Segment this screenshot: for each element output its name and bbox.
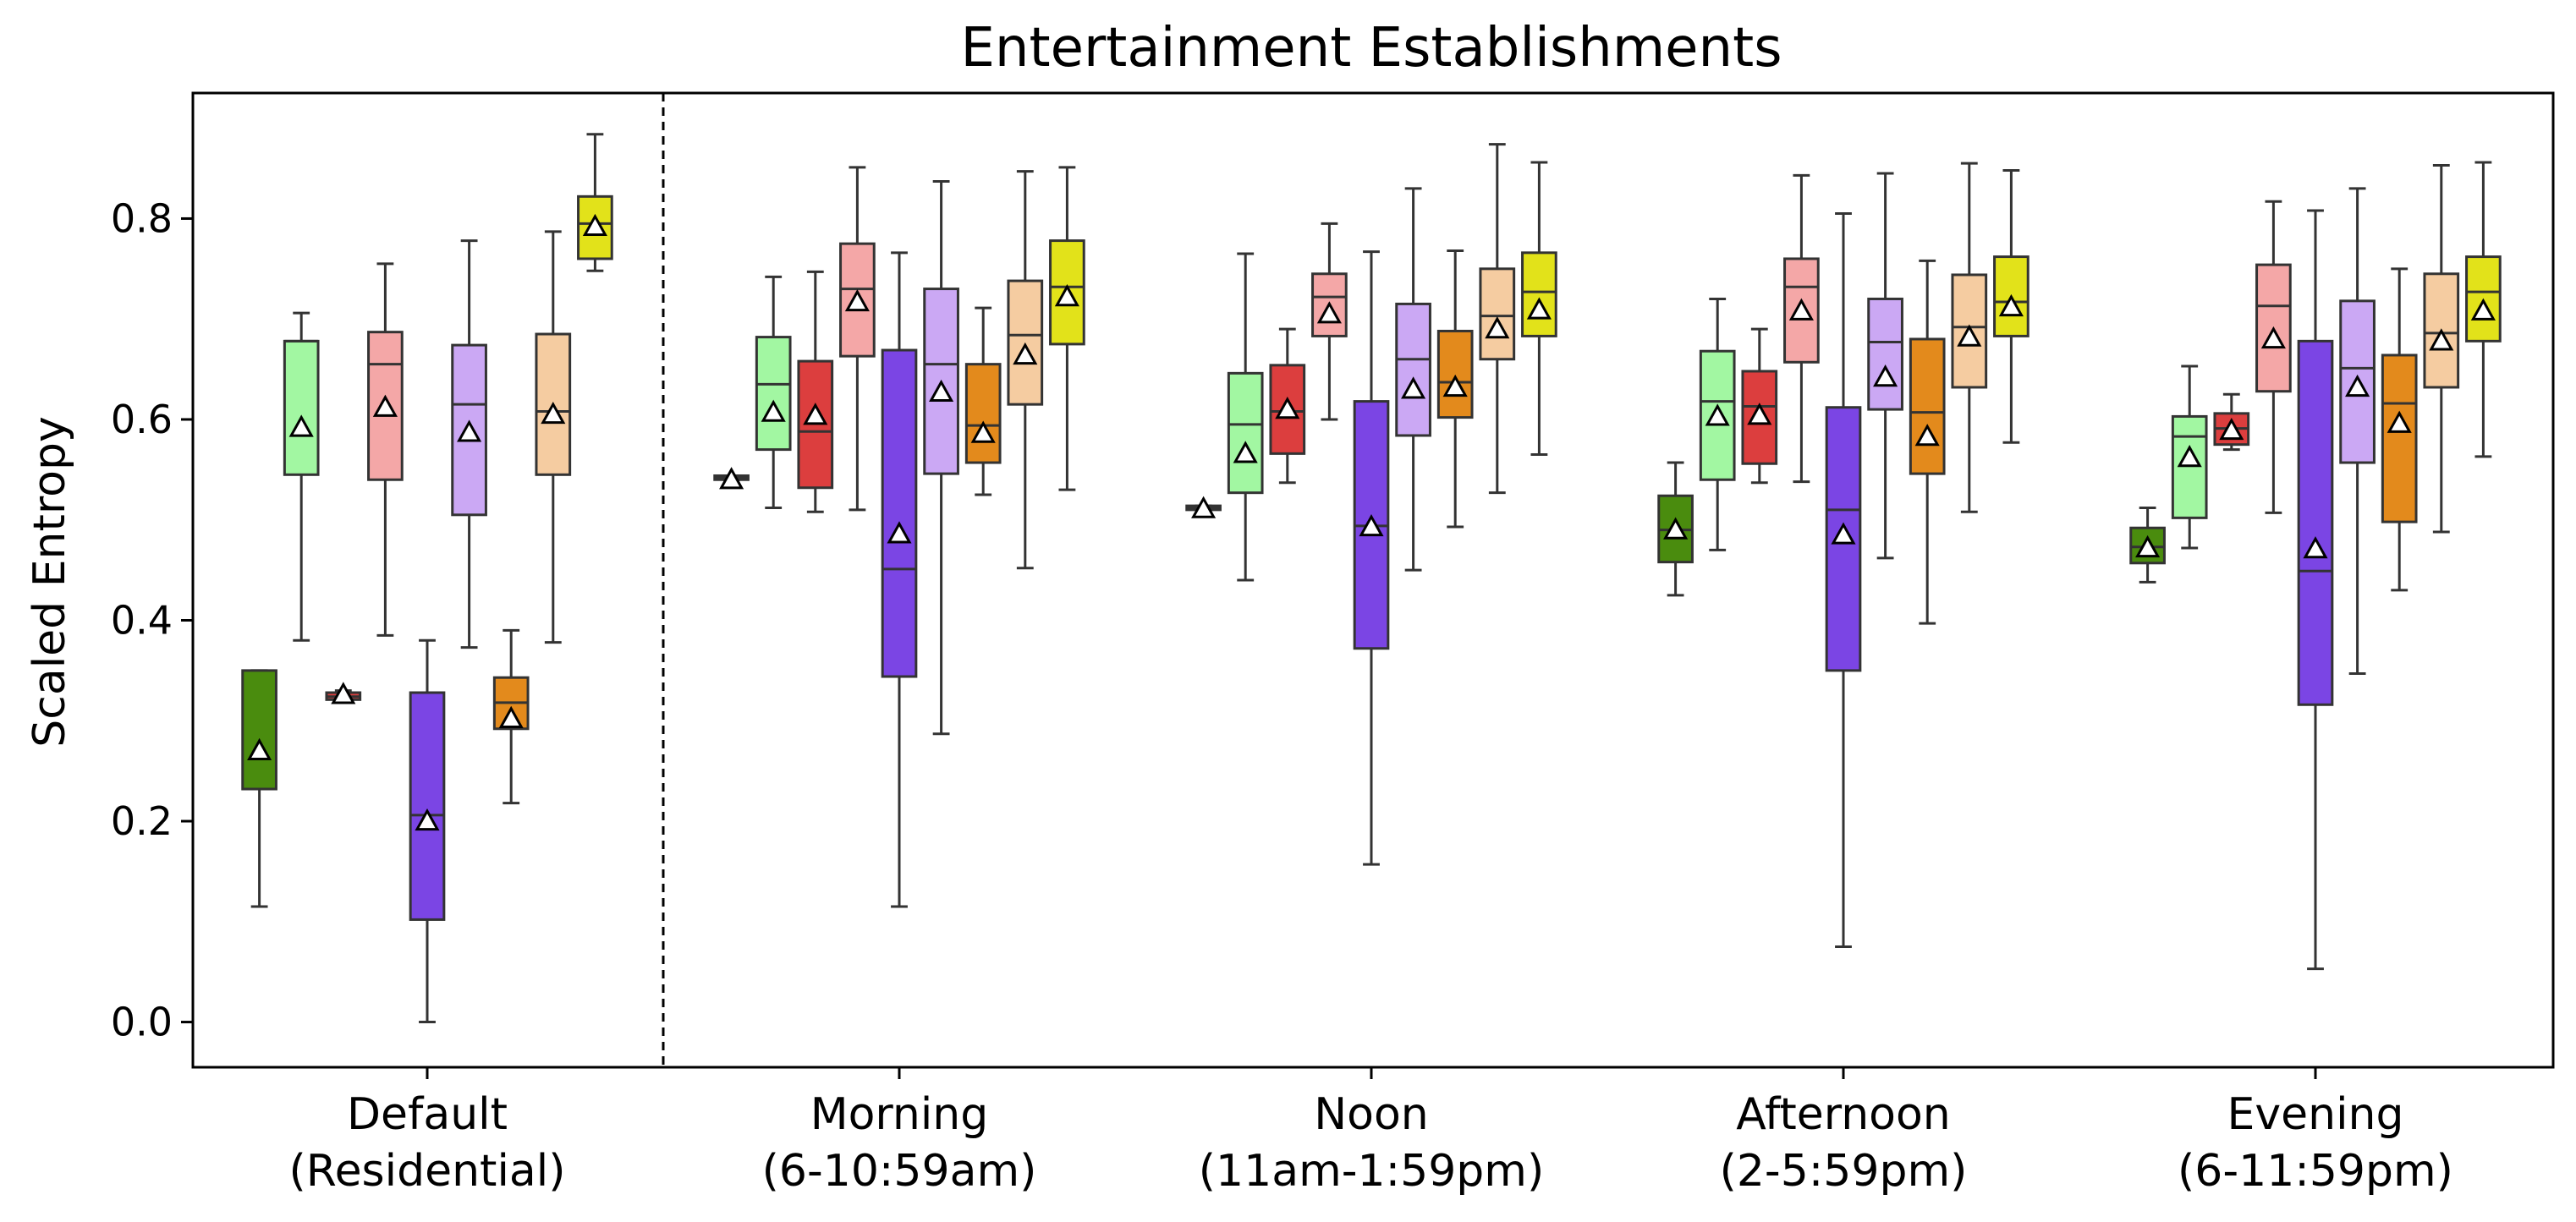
x-tick-label: Afternoon [1736, 1089, 1951, 1140]
mean-marker [1442, 374, 1468, 397]
box [881, 348, 918, 678]
box [1867, 297, 1903, 411]
mean-marker [582, 213, 607, 237]
y-axis-label: Scaled Entropy [25, 416, 75, 747]
mean-marker [719, 467, 744, 490]
box [1049, 239, 1085, 346]
x-tick-sublabel: (2-5:59pm) [1720, 1146, 1968, 1197]
box [1227, 371, 1264, 495]
box [1436, 329, 1474, 419]
x-tick-label: Default [347, 1089, 508, 1140]
mean-marker [2429, 328, 2454, 351]
box [2171, 414, 2208, 519]
mean-marker [1013, 342, 1038, 365]
mean-marker [415, 808, 440, 831]
x-tick-sublabel: (6-10:59am) [762, 1146, 1037, 1197]
mean-marker [2345, 374, 2370, 397]
box [1395, 302, 1431, 437]
box [2381, 353, 2418, 523]
x-tick-label: Evening [2227, 1089, 2404, 1140]
plot-area: 0.0 0.2 0.4 0.6 0.8 Default (Residential) Morni… [111, 93, 2502, 1197]
mean-marker [1914, 424, 1940, 447]
mean-marker [1526, 297, 1552, 320]
x-tick-label: Morning [810, 1089, 989, 1140]
box [1993, 255, 2029, 337]
y-tick-label: 0.4 [111, 598, 173, 644]
mean-marker [1275, 397, 1300, 419]
box [1521, 251, 1557, 337]
mean-marker [1359, 513, 1384, 537]
mean-marker [1831, 522, 1856, 545]
mean-marker [1747, 403, 1772, 425]
y-tick-label: 0.0 [111, 1000, 173, 1045]
mean-marker [887, 521, 912, 544]
mean-marker [970, 420, 996, 443]
box [283, 339, 320, 476]
x-tick-sublabel: (6-11:59pm) [2178, 1146, 2453, 1197]
box [1311, 272, 1348, 337]
mean-marker [1191, 496, 1217, 518]
mean-marker [2135, 534, 2161, 558]
mean-marker [1705, 403, 1730, 426]
mean-marker [2219, 417, 2244, 441]
mean-marker [1957, 324, 1982, 347]
mean-marker [1873, 364, 1898, 387]
mean-marker [844, 288, 870, 312]
mean-marker [1788, 298, 1814, 321]
mean-marker [372, 394, 398, 417]
mean-marker [2260, 326, 2286, 349]
x-tick-sublabel: (11am-1:59pm) [1199, 1146, 1544, 1197]
box [241, 669, 277, 791]
mean-marker [929, 379, 954, 403]
mean-marker [247, 737, 272, 760]
mean-marker [803, 403, 828, 425]
box [577, 195, 613, 260]
mean-marker [2303, 536, 2328, 559]
mean-marker [331, 682, 356, 704]
mean-marker [2387, 410, 2412, 433]
mean-marker [1998, 293, 2024, 317]
box [2465, 255, 2502, 342]
box [964, 363, 1002, 464]
box [2297, 339, 2334, 706]
box [1479, 267, 1516, 361]
box [1909, 337, 1946, 475]
mean-marker [1054, 283, 1079, 307]
mean-marker [1663, 517, 1689, 540]
mean-marker [498, 705, 524, 728]
mean-marker [2177, 445, 2202, 468]
mean-marker [1485, 316, 1510, 339]
mean-marker [288, 414, 314, 437]
plot-frame [191, 91, 2555, 1069]
mean-marker [1401, 376, 1426, 399]
box [409, 691, 446, 921]
y-tick-label: 0.6 [111, 397, 173, 442]
mean-marker [1316, 301, 1342, 324]
y-tick-label: 0.2 [111, 798, 173, 844]
x-tick-label: Noon [1314, 1089, 1428, 1140]
mean-marker [541, 401, 566, 425]
mean-marker [1233, 441, 1258, 463]
chart-title: Entertainment Establishments [960, 17, 1782, 79]
box [755, 336, 792, 452]
mean-marker [457, 419, 482, 442]
mean-marker [761, 399, 786, 422]
mean-marker [2470, 298, 2496, 321]
y-tick-label: 0.8 [111, 195, 173, 241]
x-tick-sublabel: (Residential) [288, 1146, 565, 1197]
